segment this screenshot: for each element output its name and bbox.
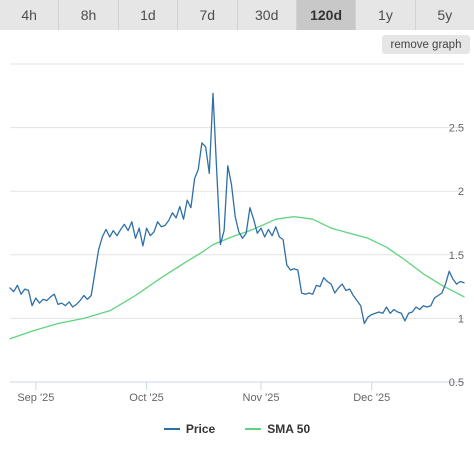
y-tick-label: 1 xyxy=(458,313,464,325)
chart-grid xyxy=(10,63,464,319)
time-range-tabs: 4h 8h 1d 7d 30d 120d 1y 5y xyxy=(0,0,474,30)
x-tick-label: Dec '25 xyxy=(353,392,390,404)
tab-1y[interactable]: 1y xyxy=(356,0,416,30)
x-axis: Sep '25 Oct '25 Nov '25 Dec '25 xyxy=(10,381,464,404)
legend-item-sma[interactable]: SMA 50 xyxy=(245,422,310,436)
y-tick-label: 1.5 xyxy=(449,250,464,262)
tab-5y[interactable]: 5y xyxy=(437,7,453,23)
y-axis: 0.5 1 1.5 2 2.5 xyxy=(449,123,464,389)
tab-4h[interactable]: 4h xyxy=(0,0,60,30)
legend-label-price: Price xyxy=(185,422,216,436)
legend-swatch-sma xyxy=(245,428,262,430)
remove-graph-button[interactable]: remove graph xyxy=(382,35,470,54)
x-tick-label: Nov '25 xyxy=(243,392,280,404)
chart-series xyxy=(9,92,465,340)
tab-7d[interactable]: 7d xyxy=(178,0,238,30)
chart-legend: Price SMA 50 xyxy=(0,419,474,439)
sma50-series-line xyxy=(9,215,465,340)
tab-30d[interactable]: 30d xyxy=(238,0,297,30)
price-series-line xyxy=(9,92,465,325)
tab-1d[interactable]: 1d xyxy=(119,0,179,30)
legend-swatch-price xyxy=(163,428,180,430)
y-tick-label: 2 xyxy=(458,186,464,198)
x-tick-label: Oct '25 xyxy=(129,392,164,404)
tab-120d[interactable]: 120d xyxy=(296,0,357,30)
y-tick-label: 2.5 xyxy=(449,123,464,135)
tab-8h[interactable]: 8h xyxy=(59,0,119,30)
y-tick-label: 0.5 xyxy=(449,377,464,389)
legend-item-price[interactable]: Price xyxy=(163,422,216,436)
legend-label-sma: SMA 50 xyxy=(267,422,311,436)
x-tick-label: Sep '25 xyxy=(17,392,54,404)
